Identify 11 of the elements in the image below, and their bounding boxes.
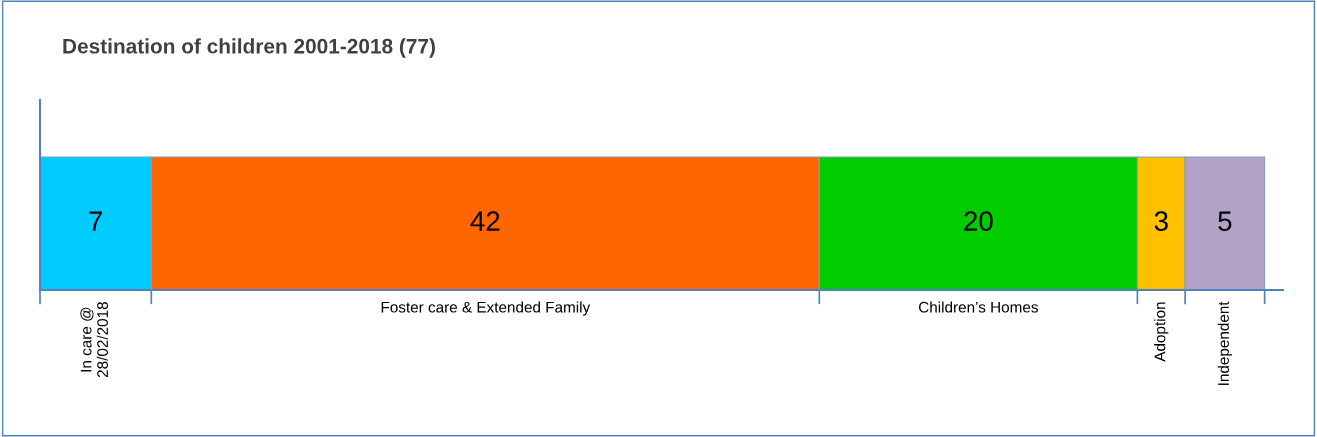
text: In care @ 28/02/2018 <box>80 302 108 378</box>
data-label: 3 <box>1154 211 1168 231</box>
chart-title: Destination of children 2001-2018 (77) <box>63 38 435 58</box>
data-label: 5 <box>1218 211 1232 231</box>
series-label: Children’s Homes <box>918 301 1038 313</box>
data-label: 42 <box>470 211 500 231</box>
text: Independent <box>1217 301 1232 385</box>
data-label: 7 <box>89 211 102 231</box>
text: Adoption <box>1154 302 1169 362</box>
series-label: Foster care & Extended Family <box>381 301 591 316</box>
data-label: 20 <box>964 211 993 231</box>
